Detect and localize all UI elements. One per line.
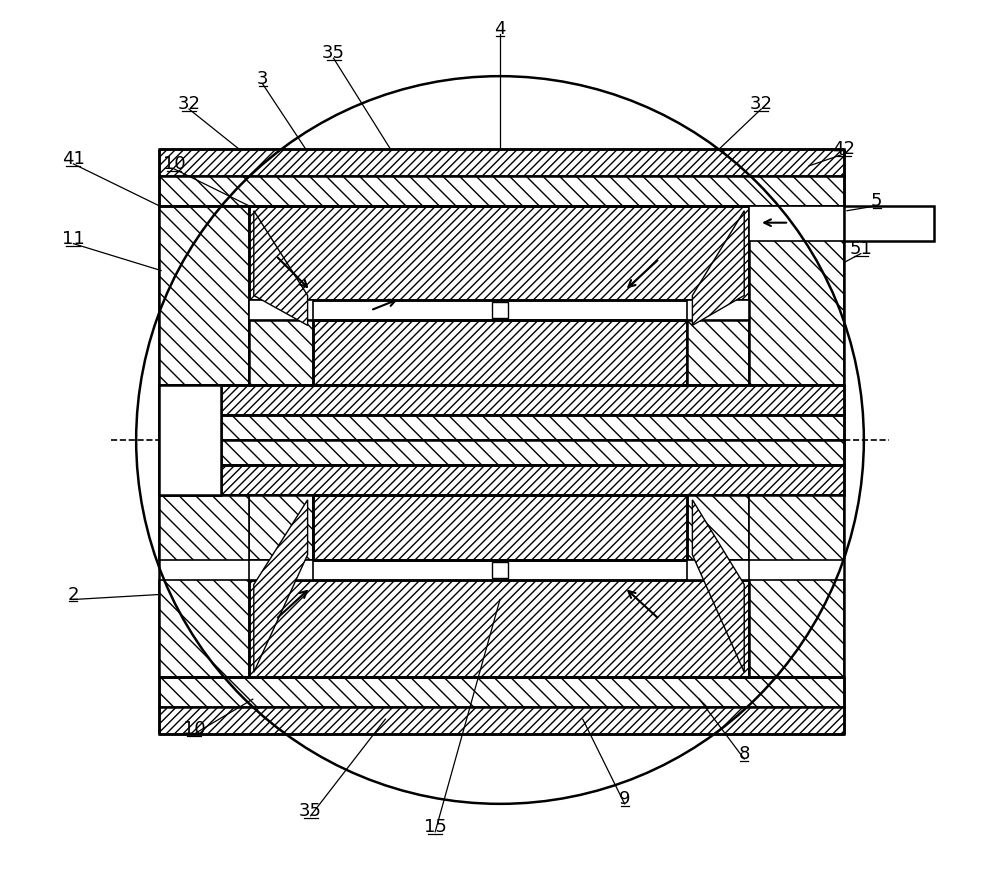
Bar <box>159 206 249 385</box>
Bar <box>313 495 687 560</box>
Bar <box>249 560 313 580</box>
Bar <box>749 580 844 678</box>
Bar <box>249 300 313 320</box>
Bar <box>492 561 508 577</box>
Bar <box>313 320 687 385</box>
Bar <box>159 385 844 415</box>
Text: 4: 4 <box>494 20 506 39</box>
Bar <box>249 320 313 385</box>
Bar <box>159 580 249 678</box>
Text: 35: 35 <box>299 802 322 820</box>
Text: 51: 51 <box>849 239 872 258</box>
Bar <box>249 206 749 300</box>
Bar <box>492 303 508 319</box>
Text: 5: 5 <box>871 192 883 209</box>
Bar <box>159 415 844 440</box>
Text: 8: 8 <box>739 745 750 763</box>
Text: 42: 42 <box>832 140 855 158</box>
Bar <box>687 320 749 385</box>
Bar <box>749 206 844 385</box>
Bar <box>159 708 844 734</box>
Polygon shape <box>254 500 308 672</box>
Text: 15: 15 <box>424 818 447 836</box>
Bar <box>159 176 844 206</box>
Polygon shape <box>692 210 744 326</box>
Text: 32: 32 <box>177 95 200 113</box>
Text: 32: 32 <box>750 95 773 113</box>
Polygon shape <box>254 210 308 326</box>
Text: 35: 35 <box>322 44 345 62</box>
Bar <box>687 495 749 560</box>
Bar <box>844 206 934 240</box>
Bar <box>159 149 844 176</box>
Bar <box>159 495 249 560</box>
Text: 11: 11 <box>62 230 85 247</box>
Text: 10: 10 <box>183 720 205 738</box>
Text: 2: 2 <box>68 585 79 604</box>
Polygon shape <box>692 500 744 672</box>
Bar <box>159 465 844 495</box>
Bar <box>249 580 749 678</box>
Bar <box>249 495 313 560</box>
Bar <box>687 300 749 320</box>
Text: 3: 3 <box>257 70 269 88</box>
Bar <box>159 678 844 708</box>
Bar <box>687 560 749 580</box>
Bar <box>159 385 221 495</box>
Bar <box>749 495 844 560</box>
Bar <box>159 440 844 465</box>
Bar <box>749 206 844 240</box>
Text: 10: 10 <box>163 155 185 172</box>
Text: 9: 9 <box>619 790 630 808</box>
Text: 41: 41 <box>62 150 85 168</box>
